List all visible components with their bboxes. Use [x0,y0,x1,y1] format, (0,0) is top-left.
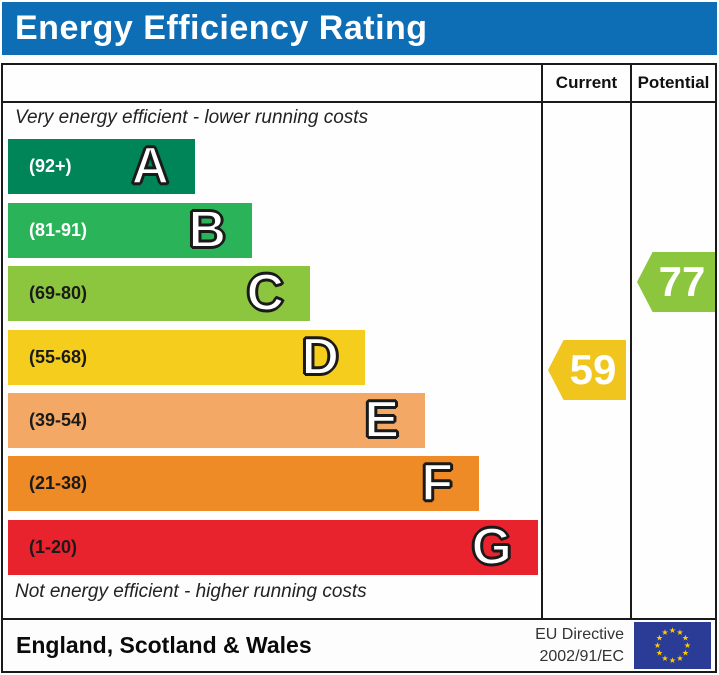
eu-directive-line2: 2002/91/EC [539,647,624,665]
band-range-label: (39-54) [29,410,88,430]
band-row-g: (1-20) G [8,518,538,576]
footer-region-label: England, Scotland & Wales [16,632,312,658]
band-range-label: (92+) [29,156,72,176]
svg-text:★: ★ [682,649,689,658]
current-rating-marker: 59 [548,340,626,400]
current-rating-value: 59 [569,346,617,393]
band-range-label: (21-38) [29,473,88,493]
current-column-header: Current [555,73,618,92]
band-letter: F [420,454,454,512]
svg-text:★: ★ [669,656,676,665]
band-range-label: (81-91) [29,220,88,240]
band-row-d: (55-68) D [8,328,365,386]
potential-rating-value: 77 [658,258,706,305]
svg-text:★: ★ [661,654,668,663]
footer-directive-group: EU Directive 2002/91/EC ★ ★ ★ ★ ★ ★ ★ ★ … [535,622,711,669]
header-row-divider [3,101,715,103]
potential-column-divider [630,65,632,620]
band-letter: B [187,201,227,259]
page-title: Energy Efficiency Rating [15,9,428,47]
potential-column-header: Potential [637,73,710,92]
svg-text:★: ★ [656,634,663,643]
eu-directive-line1: EU Directive [535,625,624,643]
eu-flag-field [634,622,711,669]
eu-flag-icon: ★ ★ ★ ★ ★ ★ ★ ★ ★ ★ ★ ★ [634,622,711,669]
svg-text:★: ★ [684,641,691,650]
band-letter: G [471,518,513,576]
band-row-f: (21-38) F [8,454,479,512]
svg-text:★: ★ [676,628,683,637]
band-range-label: (55-68) [29,347,88,367]
svg-text:★: ★ [669,626,676,635]
band-row-c: (69-80) C [8,264,310,322]
eu-flag-stars: ★ ★ ★ ★ ★ ★ ★ ★ ★ ★ ★ ★ [654,626,691,665]
top-caption: Very energy efficient - lower running co… [15,107,369,128]
potential-rating-marker: 77 [637,252,715,312]
band-letter: A [130,137,170,195]
band-letter: D [300,328,340,386]
bottom-caption: Not energy efficient - higher running co… [15,581,367,602]
rating-table: Current Potential Very energy efficient … [1,63,717,673]
band-range-label: (69-80) [29,283,88,303]
band-letter: C [245,264,285,322]
current-column-divider [541,65,543,620]
svg-text:★: ★ [682,634,689,643]
band-row-e: (39-54) E [8,391,425,449]
eu-directive-text: EU Directive 2002/91/EC [535,624,624,667]
svg-text:★: ★ [676,654,683,663]
footer-row: England, Scotland & Wales EU Directive 2… [3,620,715,671]
footer-divider [3,618,715,620]
band-row-a: (92+) A [8,137,195,195]
svg-text:★: ★ [654,641,661,650]
band-range-label: (1-20) [29,537,78,557]
svg-text:★: ★ [656,649,663,658]
band-letter: E [363,391,400,449]
header-bar: Energy Efficiency Rating [2,2,717,55]
svg-text:★: ★ [661,628,668,637]
band-row-b: (81-91) B [8,201,252,259]
